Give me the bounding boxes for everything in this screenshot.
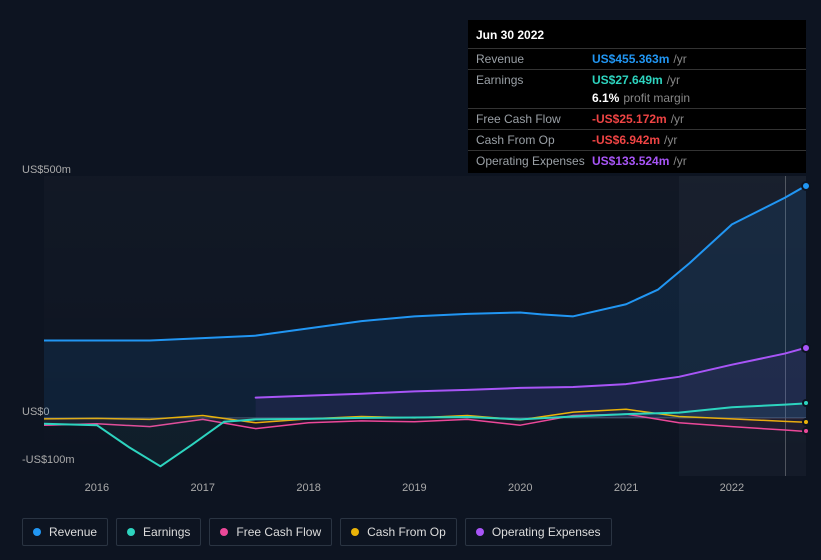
legend-label: Revenue (49, 525, 97, 539)
tooltip-row-label: Operating Expenses (476, 153, 592, 169)
tooltip-row-value: US$27.649m (592, 72, 663, 88)
tooltip-row-suffix: /yr (664, 132, 677, 148)
tooltip-row-value: US$455.363m (592, 51, 669, 67)
legend-item-earnings[interactable]: Earnings (116, 518, 201, 546)
tooltip: Jun 30 2022 RevenueUS$455.363m/yrEarning… (468, 20, 806, 173)
tooltip-row: EarningsUS$27.649m/yr (468, 69, 806, 90)
legend-swatch (476, 528, 484, 536)
legend-label: Earnings (143, 525, 190, 539)
tooltip-row-value: -US$25.172m (592, 111, 667, 127)
tooltip-row-label: Earnings (476, 72, 592, 88)
tooltip-row-label: Cash From Op (476, 132, 592, 148)
x-tick-label: 2020 (508, 482, 532, 494)
tooltip-row: Free Cash Flow-US$25.172m/yr (468, 108, 806, 129)
legend-label: Operating Expenses (492, 525, 601, 539)
tooltip-subrow: 6.1% profit margin (468, 90, 806, 108)
tooltip-rows: RevenueUS$455.363m/yrEarningsUS$27.649m/… (468, 48, 806, 171)
series-end-marker (802, 427, 810, 435)
legend-item-revenue[interactable]: Revenue (22, 518, 108, 546)
tooltip-row-label: Free Cash Flow (476, 111, 592, 127)
legend: Revenue Earnings Free Cash Flow Cash From O… (22, 518, 612, 546)
x-tick-label: 2022 (720, 482, 744, 494)
legend-item-cash_from_op[interactable]: Cash From Op (340, 518, 457, 546)
legend-swatch (33, 528, 41, 536)
tooltip-row-value: US$133.524m (592, 153, 669, 169)
plot-area[interactable] (44, 176, 806, 476)
chart-container: Jun 30 2022 RevenueUS$455.363m/yrEarning… (0, 0, 821, 560)
x-tick-label: 2021 (614, 482, 638, 494)
legend-label: Cash From Op (367, 525, 446, 539)
tooltip-row: Cash From Op-US$6.942m/yr (468, 129, 806, 150)
tooltip-row-suffix: /yr (667, 72, 680, 88)
legend-swatch (351, 528, 359, 536)
y-tick-label: US$500m (22, 164, 71, 176)
tooltip-row-value: -US$6.942m (592, 132, 660, 148)
tooltip-row-label: Revenue (476, 51, 592, 67)
series-end-marker (802, 399, 810, 407)
series-end-marker (802, 418, 810, 426)
legend-swatch (220, 528, 228, 536)
x-tick-label: 2017 (191, 482, 215, 494)
legend-item-fcf[interactable]: Free Cash Flow (209, 518, 332, 546)
tooltip-date: Jun 30 2022 (468, 24, 806, 48)
x-axis: 2016 2017 2018 2019 2020 2021 2022 (44, 482, 806, 502)
tooltip-row: RevenueUS$455.363m/yr (468, 48, 806, 69)
tooltip-row-suffix: /yr (671, 111, 684, 127)
tooltip-row: Operating ExpensesUS$133.524m/yr (468, 150, 806, 171)
x-tick-label: 2018 (296, 482, 320, 494)
series-end-marker (801, 181, 811, 191)
legend-label: Free Cash Flow (236, 525, 321, 539)
tooltip-row-suffix: /yr (673, 153, 686, 169)
legend-item-opex[interactable]: Operating Expenses (465, 518, 612, 546)
x-tick-label: 2019 (402, 482, 426, 494)
legend-swatch (127, 528, 135, 536)
x-tick-label: 2016 (85, 482, 109, 494)
series-end-marker (801, 343, 811, 353)
tooltip-row-suffix: /yr (673, 51, 686, 67)
chart-svg (44, 176, 806, 476)
